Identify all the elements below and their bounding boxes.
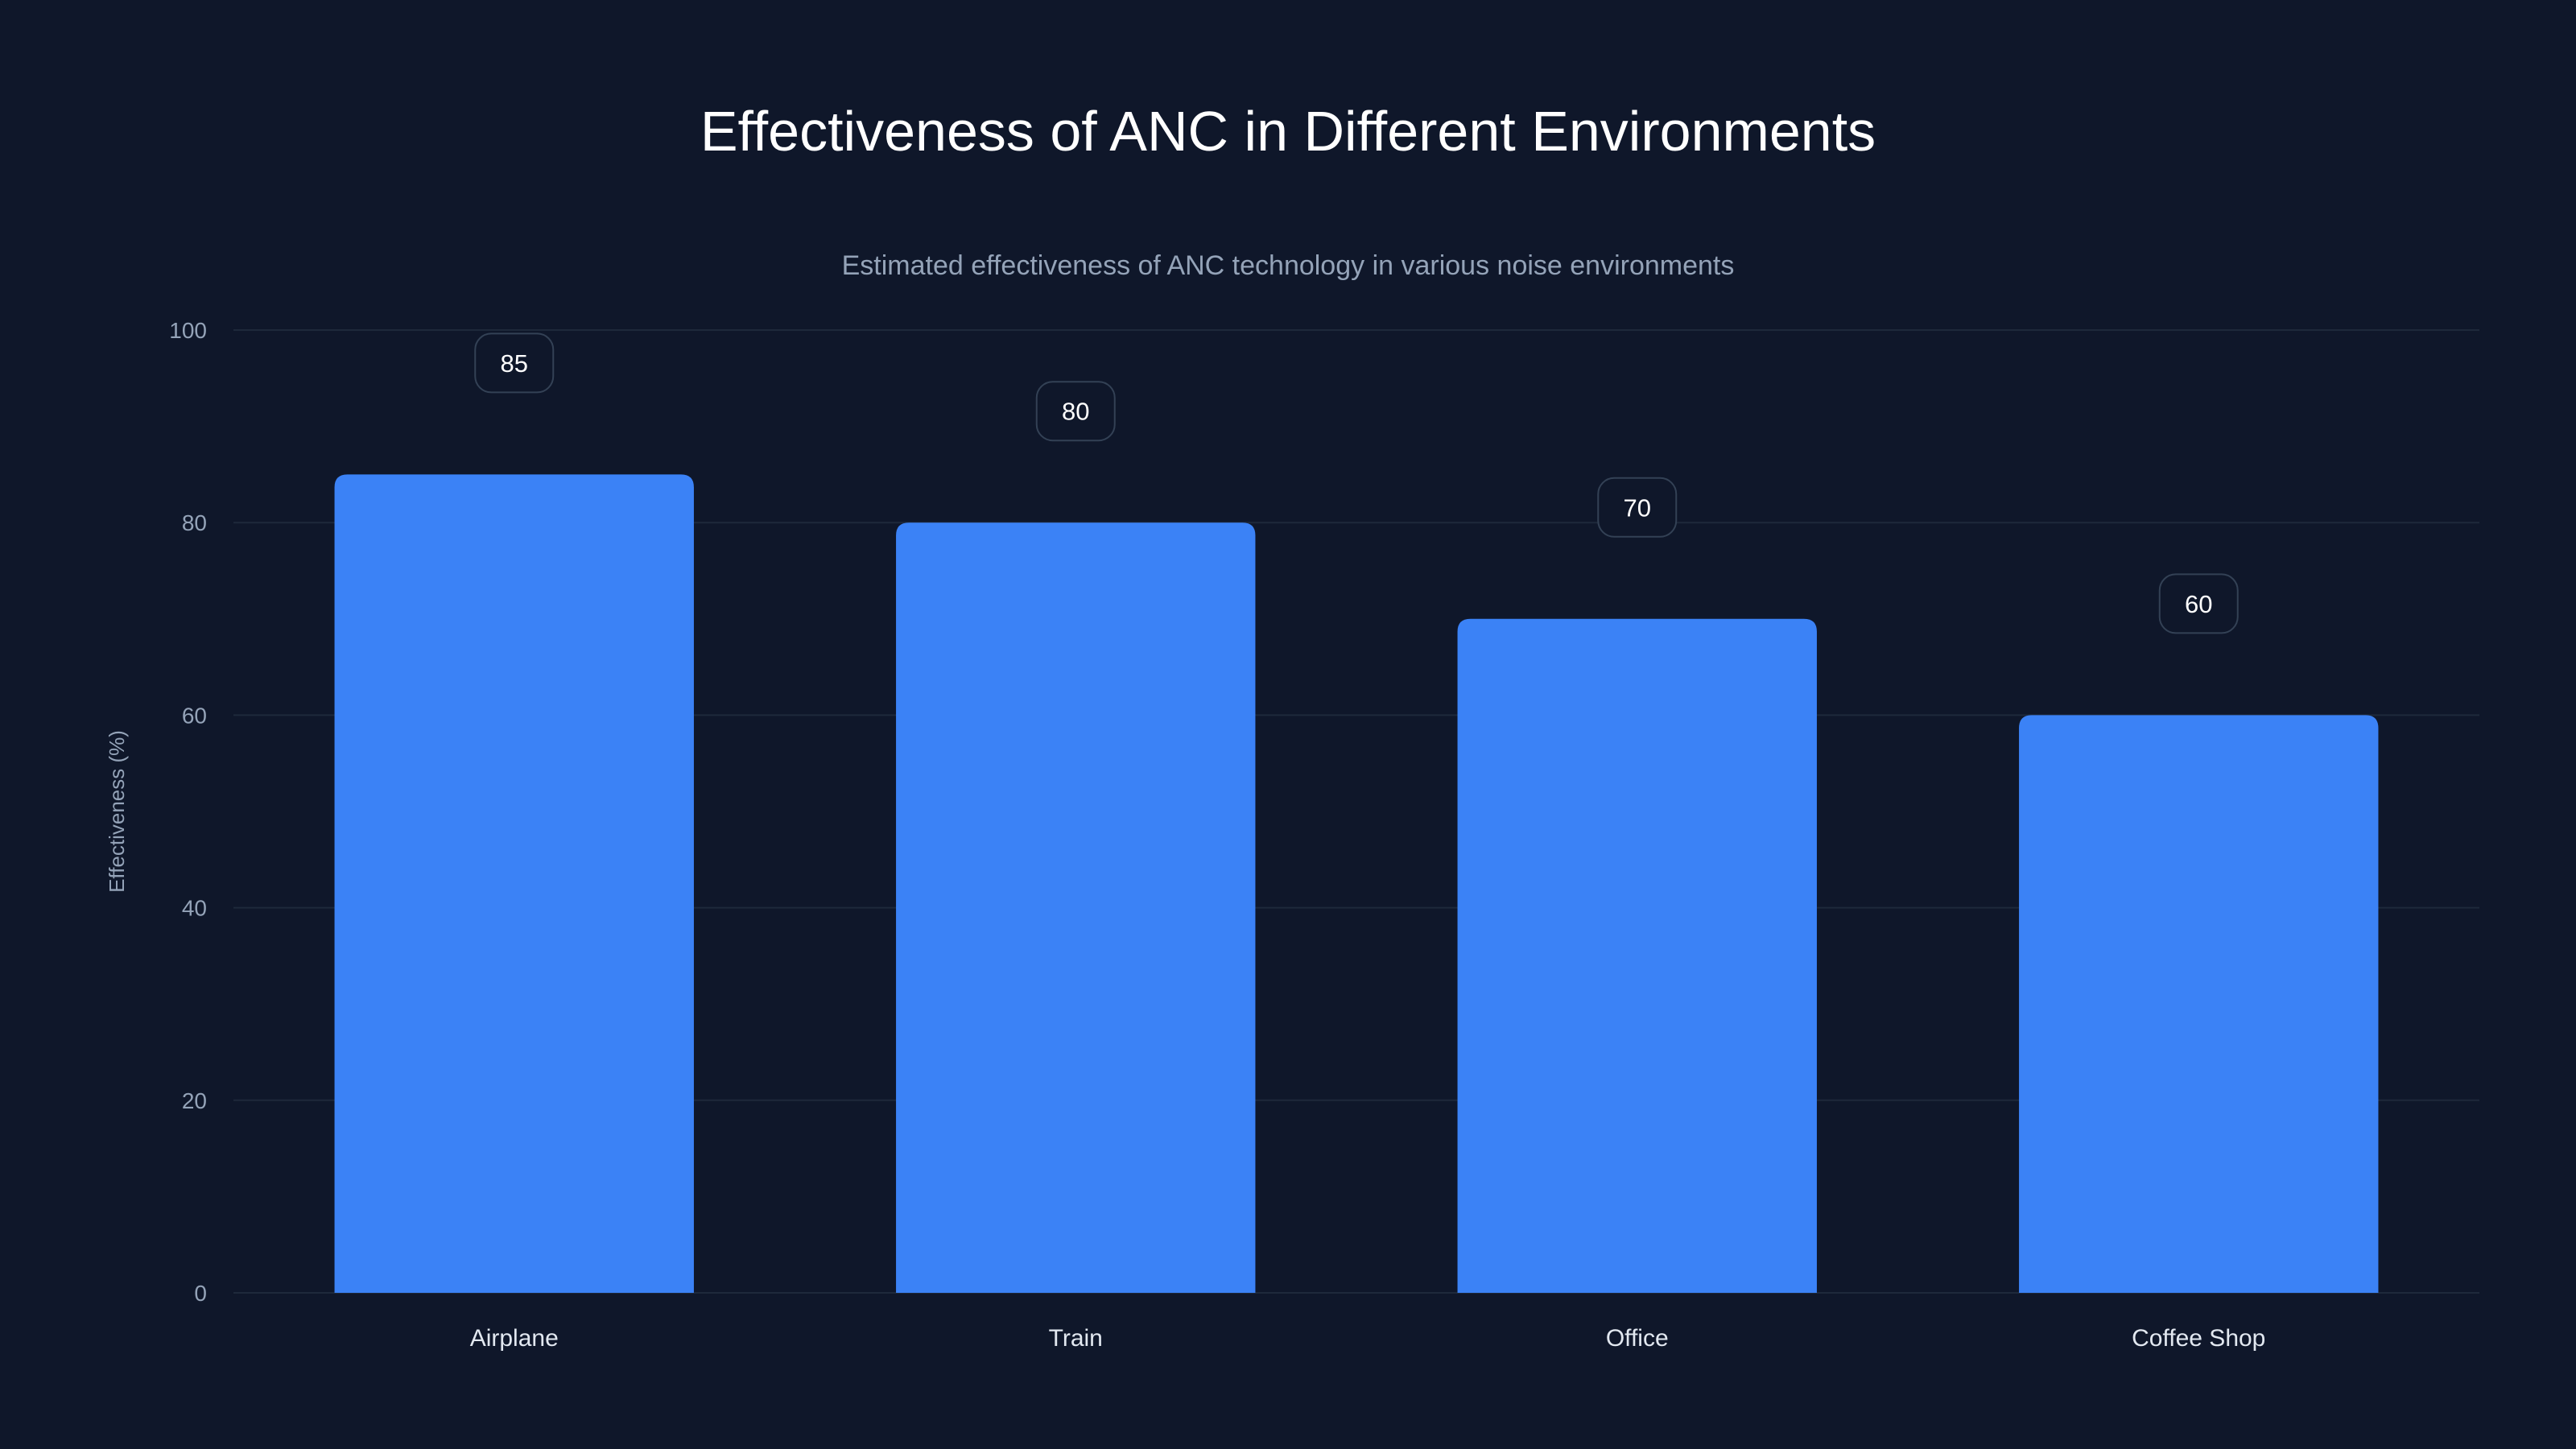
y-tick-label: 0 [194, 1281, 207, 1306]
x-tick-label: Coffee Shop [2132, 1325, 2265, 1352]
x-tick-label: Office [1606, 1325, 1669, 1352]
chart-subtitle: Estimated effectiveness of ANC technolog… [842, 250, 1735, 281]
y-tick-label: 80 [182, 510, 207, 535]
y-tick-label: 40 [182, 896, 207, 921]
y-tick-label: 100 [169, 318, 207, 343]
chart-title: Effectiveness of ANC in Different Enviro… [700, 100, 1876, 163]
data-label: 80 [1062, 398, 1089, 426]
bar-coffee-shop [2019, 715, 2379, 1293]
x-tick-label: Airplane [470, 1325, 559, 1352]
data-label: 85 [501, 349, 528, 378]
data-label-box [1597, 477, 1678, 538]
y-axis-label: Effectiveness (%) [105, 730, 129, 893]
x-tick-label: Train [1049, 1325, 1103, 1352]
y-tick-label: 60 [182, 703, 207, 728]
y-tick-label: 20 [182, 1088, 207, 1113]
data-label: 60 [2185, 590, 2212, 618]
bar-airplane [334, 474, 694, 1293]
bar-office [1457, 618, 1817, 1293]
bar-train [896, 522, 1256, 1293]
data-label-box [474, 332, 555, 394]
data-label-box [2158, 573, 2239, 634]
data-label-box [1035, 381, 1116, 442]
data-label: 70 [1624, 493, 1651, 522]
